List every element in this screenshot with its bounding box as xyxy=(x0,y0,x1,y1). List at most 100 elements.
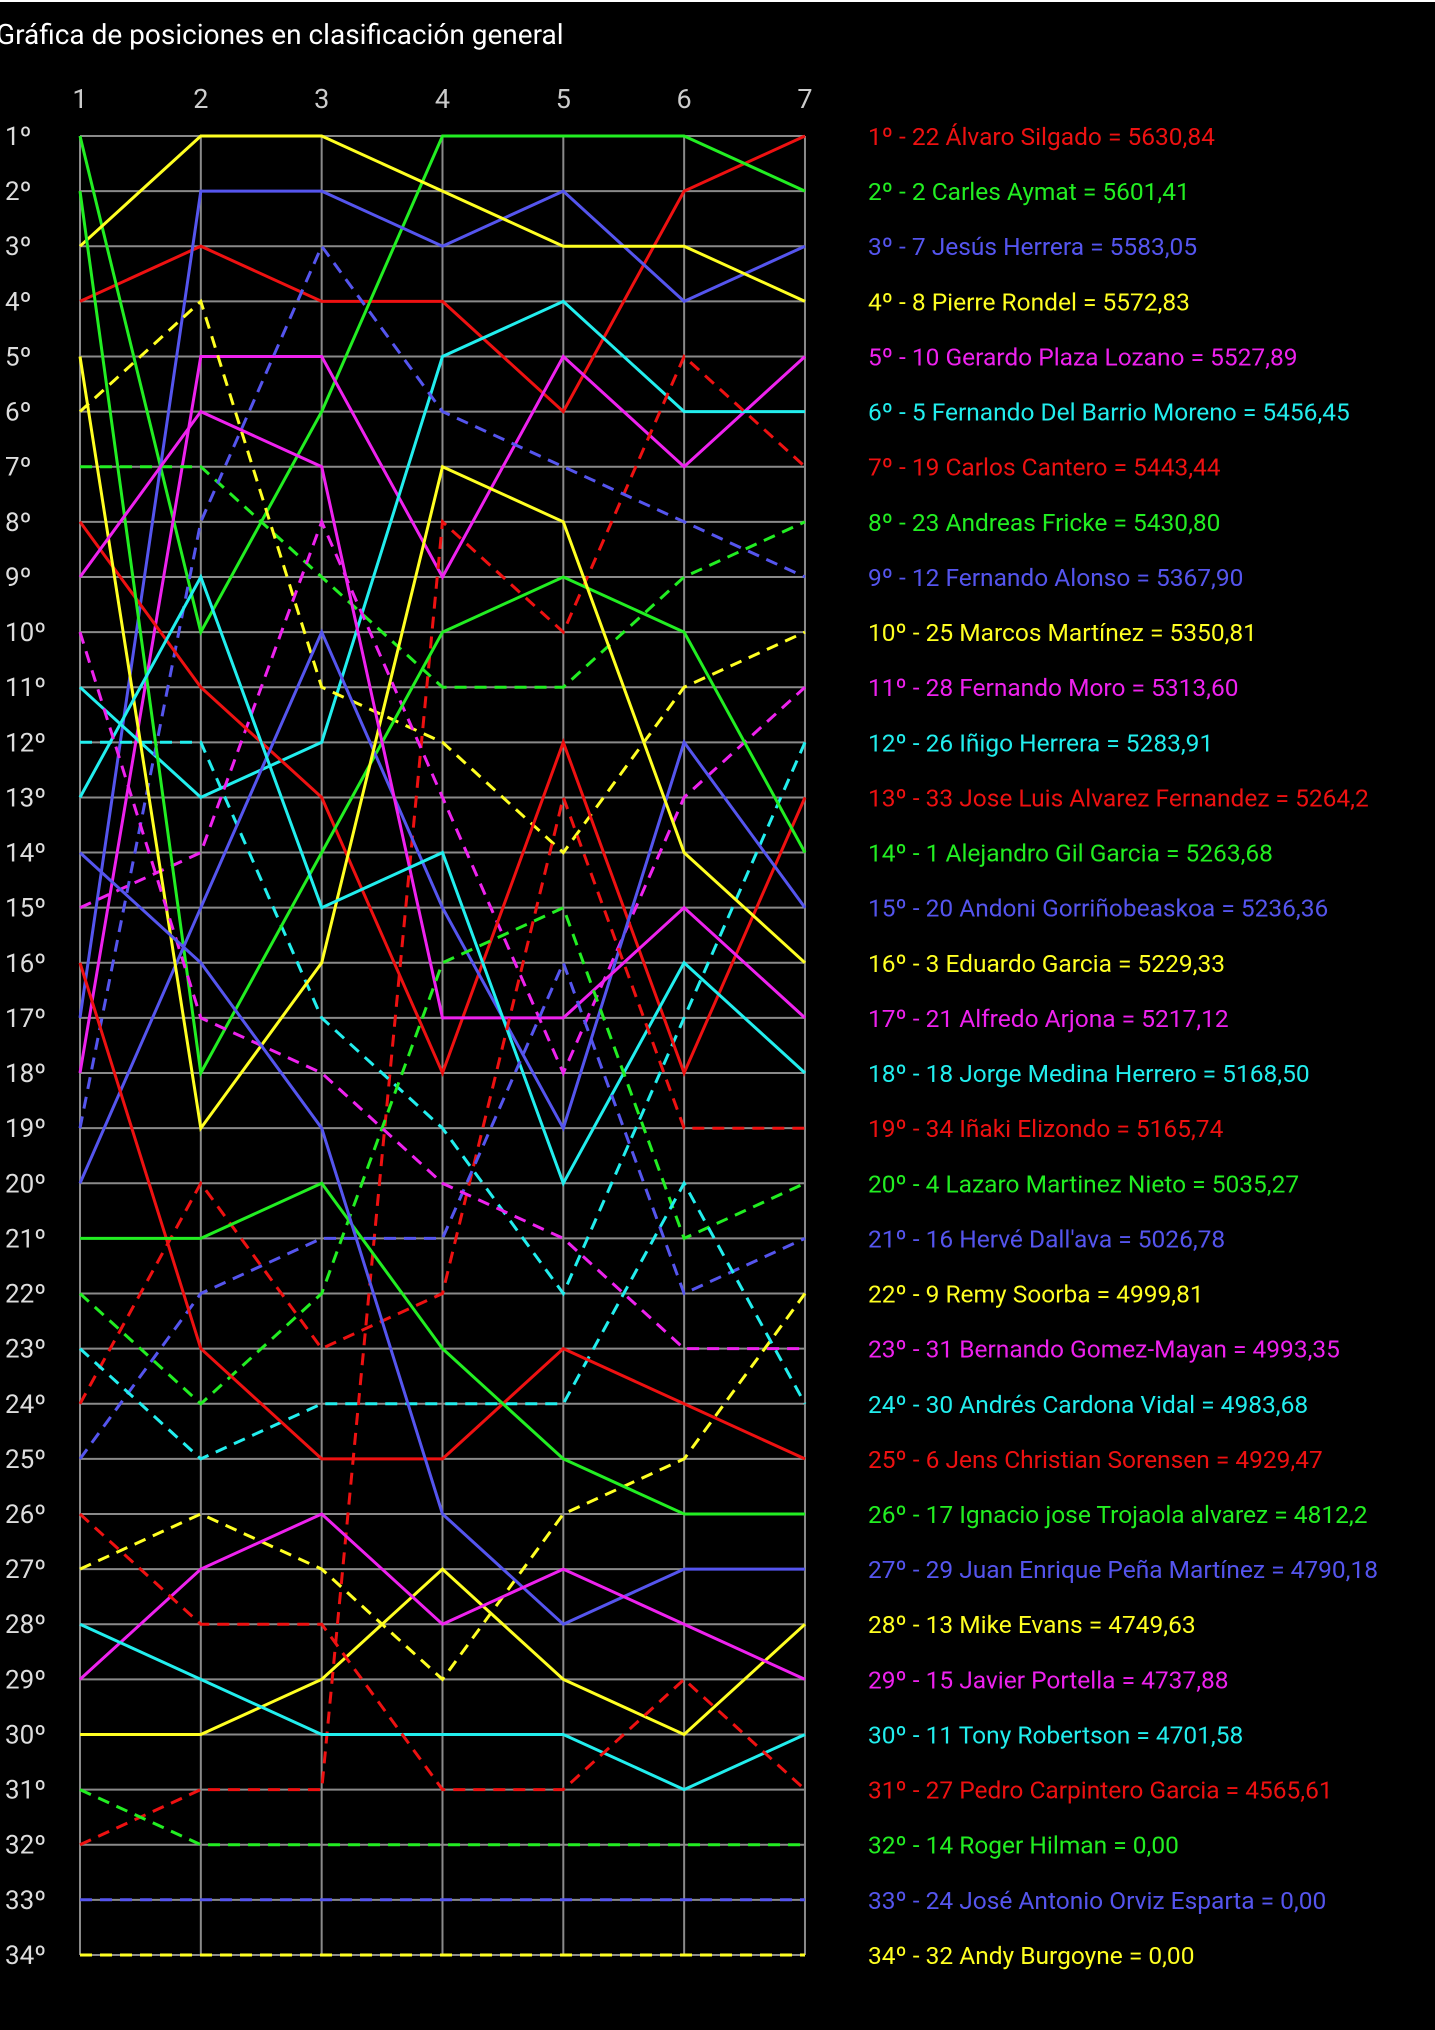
series-line xyxy=(78,1512,806,1681)
x-tick-label: 5 xyxy=(556,83,571,115)
legend-entry: 8º - 23 Andreas Fricke = 5430,80 xyxy=(868,508,1220,537)
series-line xyxy=(78,962,806,1461)
series-line xyxy=(78,958,806,1460)
series-lines xyxy=(78,134,807,1957)
x-tick-label: 4 xyxy=(435,83,450,115)
x-tick-label: 3 xyxy=(314,83,329,115)
y-tick-label: 10º xyxy=(5,618,46,648)
y-tick-label: 15º xyxy=(5,894,46,924)
legend-entry: 10º - 25 Marcos Martínez = 5350,81 xyxy=(868,618,1257,647)
y-tick-label: 9º xyxy=(5,563,31,593)
series-line xyxy=(78,409,807,1020)
legend-entry: 2º - 2 Carles Aymat = 5601,41 xyxy=(868,177,1190,206)
series-line xyxy=(80,465,806,689)
x-tick-label: 6 xyxy=(677,83,692,115)
y-tick-label: 13º xyxy=(5,783,46,813)
y-tick-label: 19º xyxy=(5,1114,46,1144)
legend-entry: 17º - 21 Alfredo Arjona = 5217,12 xyxy=(868,1004,1229,1033)
series-line xyxy=(78,356,807,1133)
top-border xyxy=(0,0,1435,2)
legend-entry: 25º - 6 Jens Christian Sorensen = 4929,4… xyxy=(868,1445,1323,1474)
series-line xyxy=(80,1567,807,1737)
x-axis-ticks: 1 2 3 4 5 6 7 xyxy=(72,83,812,115)
y-tick-label: 22º xyxy=(5,1280,46,1310)
series-line xyxy=(79,517,807,1077)
y-tick-label: 5º xyxy=(5,342,31,372)
legend-entry: 1º - 22 Álvaro Silgado = 5630,84 xyxy=(868,122,1215,151)
y-tick-label: 3º xyxy=(5,232,31,262)
y-tick-label: 18º xyxy=(5,1059,46,1089)
legend-entry: 28º - 13 Mike Evans = 4749,63 xyxy=(868,1610,1196,1639)
y-tick-label: 23º xyxy=(5,1335,46,1365)
legend-entry: 23º - 31 Bernando Gomez-Mayan = 4993,35 xyxy=(868,1335,1340,1364)
y-tick-label: 4º xyxy=(5,287,31,317)
series-line xyxy=(78,631,805,1351)
series-line xyxy=(78,520,807,1078)
legend-entry: 11º - 28 Fernando Moro = 5313,60 xyxy=(868,673,1239,702)
legend-entry: 9º - 12 Fernando Alonso = 5367,90 xyxy=(868,563,1243,592)
series-line xyxy=(80,740,807,1297)
legend-entry: 19º - 34 Iñaki Elizondo = 5165,74 xyxy=(868,1114,1224,1143)
y-tick-label: 20º xyxy=(5,1169,46,1199)
legend-entry: 15º - 20 Andoni Gorriñobeaskoa = 5236,36 xyxy=(868,894,1328,923)
legend-entry: 16º - 3 Eduardo Garcia = 5229,33 xyxy=(868,949,1225,978)
series-line xyxy=(78,354,807,1074)
y-tick-label: 16º xyxy=(5,949,46,979)
legend-entry: 20º - 4 Lazaro Martinez Nieto = 5035,27 xyxy=(868,1169,1299,1198)
series-line xyxy=(79,353,807,1847)
series-line xyxy=(78,134,806,303)
y-tick-label: 6º xyxy=(5,398,31,428)
y-tick-label: 1º xyxy=(5,122,31,152)
y-tick-label: 34º xyxy=(5,1941,46,1971)
series-line xyxy=(78,1180,807,1461)
y-tick-label: 27º xyxy=(5,1555,46,1585)
y-tick-label: 32º xyxy=(5,1831,46,1861)
legend-entry: 12º - 26 Iñigo Herrera = 5283,91 xyxy=(868,728,1213,757)
legend-entry: 30º - 11 Tony Robertson = 4701,58 xyxy=(868,1720,1243,1749)
legend-entry: 4º - 8 Pierre Rondel = 5572,83 xyxy=(868,287,1190,316)
legend-entry: 24º - 30 Andrés Cardona Vidal = 4983,68 xyxy=(868,1390,1308,1419)
y-tick-label: 31º xyxy=(5,1776,46,1806)
series-line xyxy=(78,243,806,1129)
series-line xyxy=(78,190,807,1078)
legend-entry: 32º - 14 Roger Hilman = 0,00 xyxy=(868,1831,1179,1860)
legend-entry: 18º - 18 Jorge Medina Herrero = 5168,50 xyxy=(868,1059,1310,1088)
legend-entry: 31º - 27 Pedro Carpintero Garcia = 4565,… xyxy=(868,1776,1333,1805)
series-line xyxy=(78,1512,807,1792)
y-tick-label: 24º xyxy=(5,1390,46,1420)
legend-entry: 5º - 10 Gerardo Plaza Lozano = 5527,89 xyxy=(868,342,1298,371)
legend-entry: 33º - 24 José Antonio Orviz Esparta = 0,… xyxy=(868,1886,1326,1915)
legend-entry: 22º - 9 Remy Soorba = 4999,81 xyxy=(868,1280,1204,1309)
legend-entry: 21º - 16 Hervé Dall'ava = 5026,78 xyxy=(868,1224,1225,1253)
legend-entry: 27º - 29 Juan Enrique Peña Martínez = 47… xyxy=(868,1555,1378,1584)
legend-entry: 29º - 15 Javier Portella = 4737,88 xyxy=(868,1665,1229,1694)
legend-entry: 26º - 17 Ignacio jose Trojaola alvarez =… xyxy=(868,1500,1367,1529)
y-tick-label: 17º xyxy=(5,1004,46,1034)
legend-entry: 13º - 33 Jose Luis Alvarez Fernandez = 5… xyxy=(868,783,1369,812)
y-tick-label: 21º xyxy=(5,1224,46,1254)
series-line xyxy=(78,134,806,637)
legend-entry: 7º - 19 Carlos Cantero = 5443,44 xyxy=(868,453,1221,482)
series-line xyxy=(78,299,805,800)
x-tick-label: 7 xyxy=(797,83,812,115)
legend-entry: 34º - 32 Andy Burgoyne = 0,00 xyxy=(868,1941,1194,1970)
y-tick-label: 14º xyxy=(5,839,46,869)
y-tick-label: 12º xyxy=(5,728,46,758)
y-axis-ticks: 1º 2º 3º 4º 5º 6º 7º 8º 9º 10º 11º 12º 13º 14º 15º 16º 1… xyxy=(5,122,46,1971)
series-line xyxy=(78,573,807,1187)
legend: 1º - 22 Álvaro Silgado = 5630,84 2º - 2 C… xyxy=(868,122,1378,1970)
x-tick-label: 1 xyxy=(72,83,87,115)
y-tick-label: 26º xyxy=(5,1500,46,1530)
y-tick-label: 33º xyxy=(5,1886,46,1916)
series-line xyxy=(79,1292,807,1682)
legend-entry: 3º - 7 Jesús Herrera = 5583,05 xyxy=(868,232,1197,261)
series-line xyxy=(79,134,806,414)
chart-title: Gráfica de posiciones en clasificación g… xyxy=(0,18,564,51)
series-line xyxy=(78,298,806,855)
series-line xyxy=(78,792,805,1405)
legend-entry: 6º - 5 Fernando Del Barrio Moreno = 5456… xyxy=(868,398,1350,427)
y-tick-label: 30º xyxy=(5,1720,46,1750)
y-tick-label: 2º xyxy=(5,177,31,207)
x-tick-label: 2 xyxy=(193,83,208,115)
